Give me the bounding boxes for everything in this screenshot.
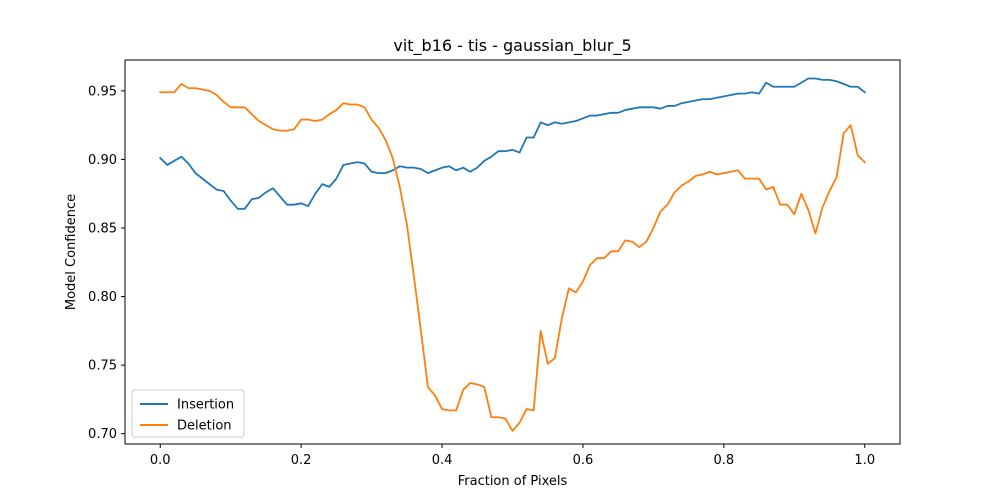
legend-label-deletion: Deletion (177, 419, 232, 434)
y-tick-label: 0.85 (88, 222, 117, 237)
x-axis-label: Fraction of Pixels (458, 474, 568, 489)
x-tick-label: 0.8 (714, 453, 735, 468)
series-line-insertion (158, 77, 867, 210)
y-axis-label: Model Confidence (64, 194, 79, 310)
legend: Insertion Deletion (131, 389, 245, 438)
y-tick-label: 0.80 (88, 290, 117, 305)
chart-title: vit_b16 - tis - gaussian_blur_5 (393, 36, 631, 56)
y-tick-label: 0.70 (88, 427, 117, 442)
legend-label-insertion: Insertion (177, 398, 234, 413)
y-tick-label: 0.75 (88, 359, 117, 374)
x-tick-label: 0.6 (573, 453, 594, 468)
x-tick-label: 1.0 (854, 453, 875, 468)
x-tick-label: 0.2 (291, 453, 312, 468)
plot-frame (124, 59, 901, 445)
series-layer (158, 77, 867, 432)
y-tick-label: 0.95 (88, 84, 117, 99)
x-tick-label: 0.0 (150, 453, 171, 468)
y-axis: 0.70 0.75 0.80 0.85 0.90 0.95 (88, 84, 125, 442)
y-tick-label: 0.90 (88, 153, 117, 168)
x-tick-label: 0.4 (432, 453, 453, 468)
series-line-deletion (159, 83, 867, 432)
x-axis: 0.0 0.2 0.4 0.6 0.8 1.0 (150, 444, 875, 468)
